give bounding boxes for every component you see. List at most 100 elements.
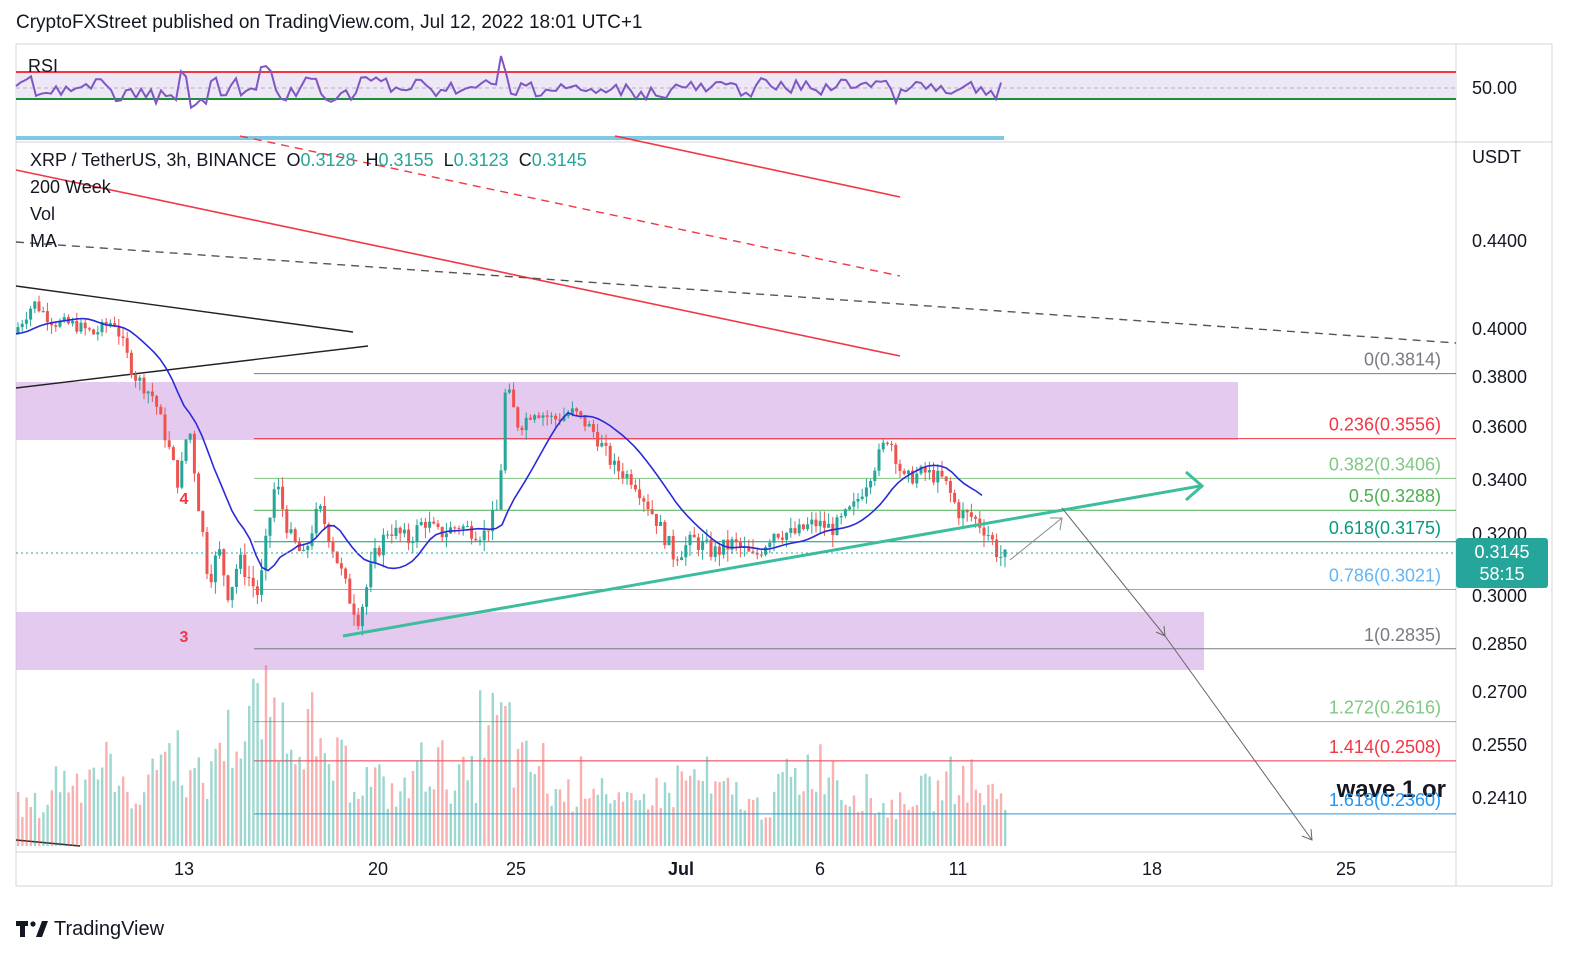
volume-bar <box>176 730 179 846</box>
volume-bar <box>794 767 797 846</box>
candle-body <box>722 539 726 555</box>
candle-body <box>898 463 902 471</box>
candle-body <box>864 487 868 497</box>
volume-bar <box>848 806 851 846</box>
indicator-200-week[interactable]: 200 Week <box>30 177 111 197</box>
volume-bar <box>269 716 272 846</box>
candle-body <box>163 414 167 441</box>
candle-body <box>684 545 688 558</box>
candle-body <box>705 539 709 541</box>
candle-body <box>20 323 24 328</box>
volume-bar <box>563 801 566 846</box>
candle-body <box>71 320 75 324</box>
volume-bar <box>294 764 297 846</box>
volume-bar <box>857 812 860 846</box>
candle-body <box>894 444 898 464</box>
volume-bar <box>600 778 604 846</box>
volume-bar <box>382 776 385 846</box>
candle-body <box>528 417 532 420</box>
candle-body <box>218 549 222 556</box>
indicator-ma[interactable]: MA <box>30 231 57 251</box>
volume-bar <box>361 795 364 846</box>
candle-body <box>96 332 100 335</box>
indicator-vol[interactable]: Vol <box>30 204 56 224</box>
candle-body <box>432 521 436 524</box>
volume-bar <box>924 773 927 846</box>
candle-body <box>633 484 637 490</box>
red-trendline-1 <box>15 169 901 357</box>
volume-bar <box>575 806 578 846</box>
volume-bar <box>932 811 935 846</box>
x-tick-label: 11 <box>949 859 968 879</box>
candle-body <box>33 301 37 309</box>
volume-bar <box>890 799 893 846</box>
candle-body <box>629 474 633 485</box>
candle-body <box>801 524 805 530</box>
volume-bar <box>983 805 986 846</box>
candle-body <box>247 577 251 579</box>
candle-body <box>726 539 730 550</box>
candle-body <box>751 551 755 553</box>
candle-body <box>134 374 138 381</box>
symbol-name[interactable]: XRP / TetherUS, 3h, BINANCE <box>30 150 277 170</box>
candle-body <box>780 537 784 540</box>
candle-body <box>814 519 818 527</box>
volume-bar <box>630 792 633 846</box>
candle-body <box>810 519 814 525</box>
fib-label: 1.272(0.2616) <box>1329 698 1441 718</box>
candle-body <box>625 474 629 478</box>
volume-bar <box>966 802 969 846</box>
candle-body <box>654 513 658 526</box>
fib-labels: 0(0.3814) 0.236(0.3556) 0.382(0.3406) 0.5(0… <box>1329 350 1441 810</box>
close-label: C <box>518 150 532 170</box>
candle-body <box>667 536 671 546</box>
volume-bar <box>949 756 952 846</box>
volume-bar <box>483 757 486 846</box>
candle-body <box>940 470 944 477</box>
volume-bar <box>327 764 331 846</box>
volume-bar <box>500 702 503 846</box>
candle-body <box>45 311 49 323</box>
candle-body <box>507 389 511 393</box>
volume-bar <box>445 789 448 846</box>
volume-bar <box>974 789 977 846</box>
candle-body <box>486 530 490 532</box>
volume-bar <box>731 794 734 846</box>
candle-body <box>659 521 663 526</box>
volume-bar <box>504 705 507 846</box>
volume-bar <box>802 791 805 846</box>
y-tick-label: 0.3800 <box>1472 367 1527 387</box>
volume-bar <box>487 725 490 846</box>
volume-bar <box>991 783 994 846</box>
candle-body <box>171 447 175 461</box>
candle-body <box>348 578 352 604</box>
volume-bar <box>201 782 205 846</box>
volume-bar <box>508 702 511 846</box>
candle-body <box>201 511 205 532</box>
volume-bar <box>71 785 74 846</box>
volume-bar <box>38 817 41 846</box>
volume-bar <box>852 795 856 846</box>
volume-bar <box>634 800 637 846</box>
candle-body <box>234 568 238 587</box>
candle-body <box>213 555 217 583</box>
x-tick-label: 20 <box>368 859 388 879</box>
candle-body <box>276 486 280 490</box>
candle-body <box>188 433 192 440</box>
candle-body <box>512 389 516 408</box>
volume-bar <box>638 800 641 846</box>
volume-bar <box>348 802 352 846</box>
volume-bar <box>453 790 457 846</box>
footer-brand[interactable]: TradingView <box>16 918 164 941</box>
volume-bar <box>567 779 570 846</box>
candle-body <box>839 515 843 518</box>
volume-bar <box>277 761 280 846</box>
y-tick-label: 0.3000 <box>1472 586 1527 606</box>
low-label: L <box>443 150 454 170</box>
wave-4-label: 4 <box>180 491 189 508</box>
volume-bar <box>596 794 599 846</box>
volume-bar <box>449 803 452 846</box>
volume-bar <box>521 742 524 846</box>
volume-bar <box>437 747 440 846</box>
